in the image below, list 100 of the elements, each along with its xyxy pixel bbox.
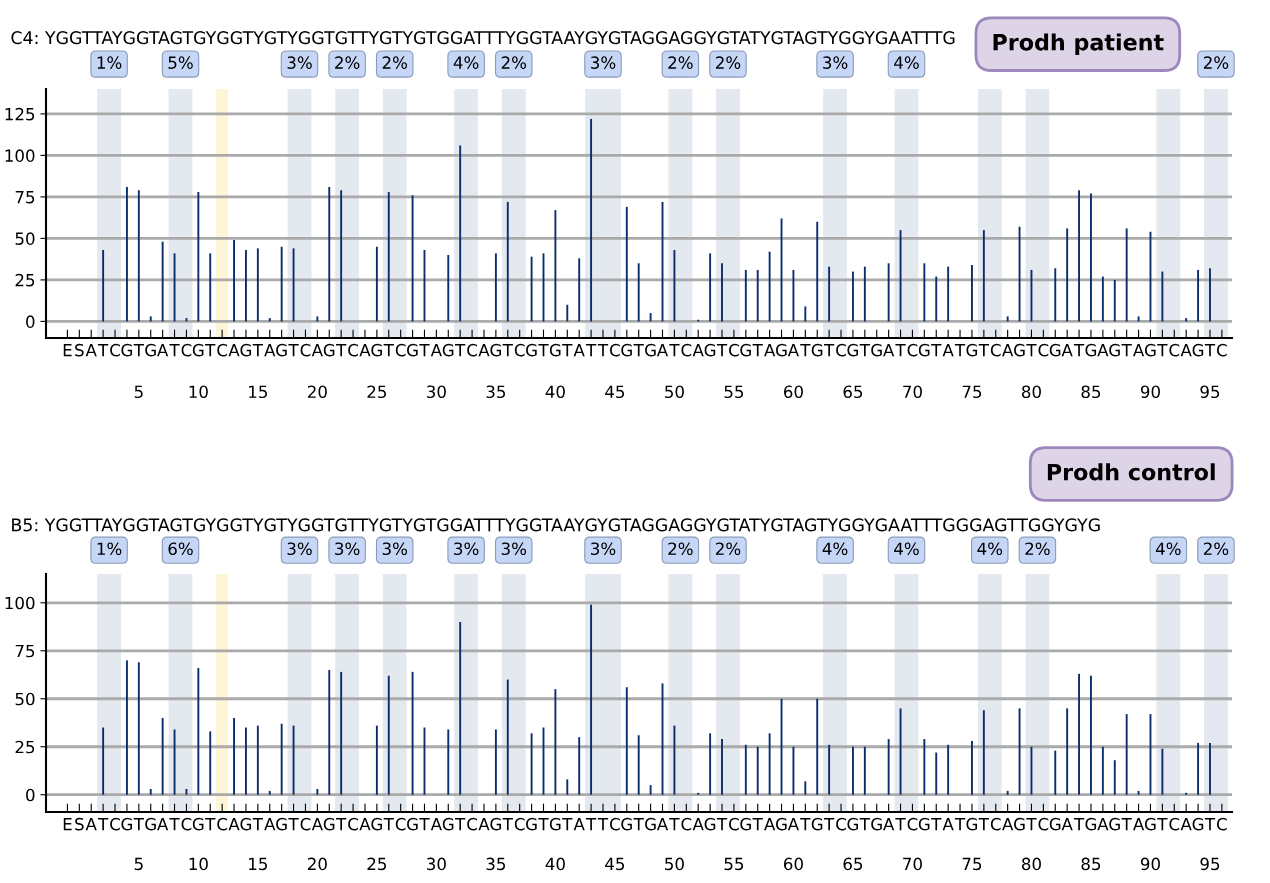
x-tick-label: T	[895, 818, 906, 831]
x-tick-label: T	[1204, 818, 1216, 831]
y-tick-label: 75	[15, 644, 35, 658]
x-tick-label: G	[918, 343, 930, 357]
x-tick-label: T	[288, 818, 299, 831]
x-tick-label: T	[1121, 344, 1132, 357]
x-tick-label: T	[716, 344, 728, 357]
x-tick-label: T	[954, 344, 966, 357]
x-tick-label: T	[562, 344, 573, 357]
x2-tick-label: 40	[545, 857, 565, 871]
x-tick-label: G	[966, 343, 978, 357]
x-tick-label: C	[610, 817, 620, 831]
x-tick-label: T	[383, 818, 394, 831]
x-tick-label: T	[895, 344, 906, 357]
band-label: 3%	[335, 542, 360, 556]
x-tick-label: C	[395, 817, 406, 831]
chart-subtitle: C4: YGGTTAYGGTAGTGYGGTYGTYGGTGTTYGTYGTGGATTTYGGTAAYGYGTAGGAGGYGTATYGTAGTYGGYGAATTTG	[11, 31, 955, 45]
y-tick-label: 0	[26, 315, 35, 328]
x-tick-label: T	[716, 818, 728, 831]
x-tick-label: C	[610, 343, 620, 357]
y-tick-label: 50	[15, 232, 35, 245]
chart-title: Prodh control	[1047, 463, 1215, 481]
x-tick-label: T	[1157, 344, 1168, 357]
x-tick-label: G	[192, 817, 204, 831]
x-tick-label: T	[752, 818, 763, 831]
x-tick-label: C	[1038, 817, 1049, 831]
x-tick-label: T	[538, 818, 549, 831]
x2-tick-label: 35	[486, 857, 506, 871]
band-label: 1%	[97, 542, 122, 556]
band-label: 2%	[335, 56, 360, 69]
band-label: 2%	[668, 542, 693, 556]
band-label: 3%	[501, 542, 527, 556]
x-tick-label: A	[1002, 344, 1014, 357]
x-tick-label: G	[240, 343, 252, 357]
y-tick-label: 25	[15, 740, 35, 754]
x-tick-label: T	[931, 818, 942, 831]
x2-tick-label: 65	[843, 857, 863, 871]
band-label: 5%	[168, 56, 193, 69]
x-tick-label: C	[729, 817, 739, 831]
x2-tick-label: 65	[843, 385, 863, 399]
x-tick-label: G	[704, 343, 716, 357]
y-tick-label: 25	[15, 273, 35, 287]
x-tick-label: C	[110, 817, 120, 831]
x-tick-label: A	[157, 818, 169, 831]
x2-tick-label: 45	[605, 857, 625, 871]
x-tick-label: A	[883, 344, 895, 357]
x-tick-label: E	[63, 344, 72, 357]
x-tick-label: A	[573, 344, 585, 357]
x-tick-label: G	[145, 817, 156, 831]
x-tick-label: G	[704, 817, 716, 831]
band-label: 4%	[894, 56, 919, 69]
x-tick-label: A	[228, 344, 240, 357]
x-tick-label: C	[681, 343, 692, 357]
x-tick-label: G	[407, 343, 418, 357]
x-tick-label: C	[514, 343, 525, 357]
x-tick-label: T	[633, 344, 644, 357]
x-tick-label: G	[645, 343, 656, 357]
x2-tick-label: 90	[1140, 857, 1160, 871]
x-tick-label: A	[359, 344, 371, 357]
x-tick-label: G	[240, 817, 252, 831]
x-tick-label: A	[157, 344, 169, 357]
x-tick-label: G	[1014, 343, 1025, 357]
x-tick-label: G	[811, 343, 823, 357]
band-label: 2%	[715, 542, 741, 556]
x-tick-label: T	[252, 818, 263, 831]
x2-tick-label: 20	[307, 857, 327, 871]
x-tick-label: A	[764, 344, 776, 357]
x-tick-label: T	[383, 344, 394, 357]
x-tick-label: T	[597, 344, 609, 357]
x-tick-label: A	[1002, 818, 1014, 831]
x-tick-label: T	[1026, 344, 1037, 357]
x-tick-label: A	[692, 344, 704, 357]
x-tick-label: T	[931, 344, 942, 357]
x-tick-label: C	[300, 817, 311, 831]
x-tick-label: A	[883, 818, 895, 831]
x-tick-label: C	[1217, 817, 1227, 831]
x-tick-label: G	[1049, 343, 1061, 357]
x-tick-label: C	[836, 817, 846, 831]
band-label: 2%	[382, 56, 408, 69]
x-tick-label: T	[133, 344, 144, 357]
x2-tick-label: 95	[1200, 385, 1220, 399]
x-tick-label: A	[478, 818, 490, 831]
x-tick-label: G	[776, 817, 787, 831]
band-label: 6%	[168, 542, 193, 556]
x-tick-label: T	[954, 818, 966, 831]
x2-tick-label: 25	[367, 857, 387, 871]
band-label: 3%	[591, 56, 616, 69]
band-label: 1%	[97, 56, 122, 69]
x-tick-label: G	[645, 817, 656, 831]
band-label: 3%	[382, 542, 408, 556]
x2-tick-label: 70	[903, 857, 922, 871]
x-tick-label: T	[562, 818, 573, 831]
x-tick-label: G	[966, 817, 978, 831]
x-tick-label: G	[145, 343, 156, 357]
x-tick-label: S	[75, 817, 84, 831]
x-tick-label: G	[371, 343, 382, 357]
x-tick-label: T	[859, 818, 870, 831]
x-tick-label: A	[359, 818, 371, 831]
x-tick-label: T	[455, 344, 466, 357]
x-tick-label: T	[502, 344, 513, 357]
